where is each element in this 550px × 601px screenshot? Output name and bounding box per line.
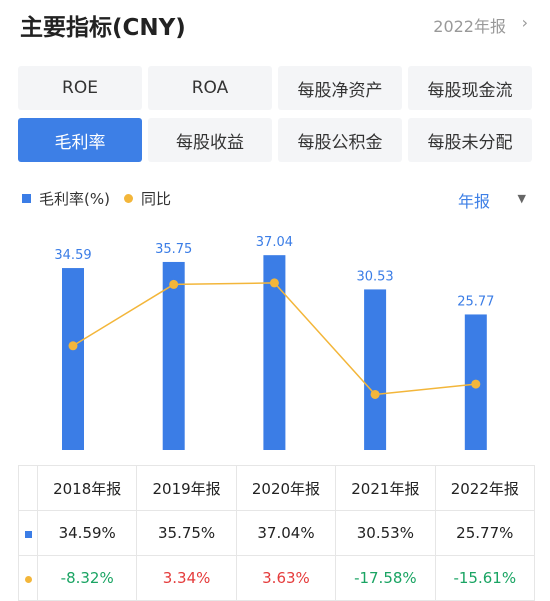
tab[interactable]: ROE: [18, 66, 142, 110]
row-icon: [24, 531, 32, 538]
table-cell: 3.34%: [136, 555, 237, 601]
table-cell: 30.53%: [335, 510, 436, 556]
legend: 毛利率(%) 同比: [22, 188, 171, 209]
legend-swatch: [123, 194, 133, 203]
bar-value-label: 34.59: [54, 248, 91, 263]
line-point: [269, 278, 279, 288]
bar-value-label: 30.53: [356, 269, 393, 284]
data-table: 2018年报 2019年报 2020年报 2021年报 2022年报 34.59% 35.7…: [18, 465, 536, 601]
line-point: [169, 279, 179, 289]
tab[interactable]: ROA: [148, 66, 272, 110]
table-cell: 35.75%: [136, 510, 237, 556]
bar: [162, 261, 185, 450]
table-header-cell: 2019年报: [136, 465, 237, 511]
tab[interactable]: 毛利率: [18, 118, 142, 162]
period-selector[interactable]: 2022年报: [433, 17, 506, 36]
bar-value-label: 35.75: [155, 242, 192, 257]
bar: [62, 268, 84, 450]
table-cell: [18, 465, 38, 511]
table-cell: 34.59%: [36, 510, 138, 556]
bar-value-label: 37.04: [256, 235, 293, 250]
line-point: [370, 389, 380, 399]
table-header-cell: 2022年报: [434, 465, 536, 511]
title: 主要指标(CNY): [20, 15, 186, 41]
table-header-cell: 2021年报: [335, 465, 436, 511]
tab[interactable]: 每股现金流: [408, 66, 532, 110]
dropdown-icon[interactable]: ▼: [517, 192, 526, 205]
line-point: [68, 341, 78, 351]
filter-dropdown[interactable]: 年报: [457, 192, 490, 211]
line-point: [471, 379, 481, 389]
tab[interactable]: 每股公积金: [278, 118, 402, 162]
table-cell: -17.58%: [335, 555, 436, 601]
chevron-icon[interactable]: ›: [521, 13, 528, 32]
row-icon: [24, 576, 32, 583]
table-row: 34.59% 35.75% 37.04% 30.53% 25.77%: [18, 510, 536, 556]
legend-swatch: [22, 194, 31, 203]
legend-label: 毛利率(%): [39, 190, 110, 208]
bar-value-label: 25.77: [457, 294, 494, 309]
bar: [364, 289, 387, 450]
table-cell: 3.63%: [235, 555, 337, 601]
table-header-cell: 2018年报: [36, 465, 138, 511]
table-cell: 37.04%: [235, 510, 337, 556]
table-header-row: 2018年报 2019年报 2020年报 2021年报 2022年报: [18, 465, 536, 511]
table-cell: -8.32%: [36, 555, 138, 601]
legend-label: 同比: [140, 190, 171, 208]
tab[interactable]: 每股净资产: [278, 66, 402, 110]
row-icon-cell: [18, 555, 38, 601]
row-icon-cell: [18, 510, 38, 556]
tab[interactable]: 每股未分配: [408, 118, 532, 162]
chart: 34.59 35.75 37.04 30.53 25.77: [54, 235, 494, 450]
table-row: -8.32% 3.34% 3.63% -17.58% -15.61%: [18, 555, 536, 601]
tab[interactable]: 每股收益: [148, 118, 272, 162]
table-cell: -15.61%: [434, 555, 536, 601]
table-header-cell: 2020年报: [235, 465, 337, 511]
table-cell: 25.77%: [434, 510, 536, 556]
bar: [263, 255, 286, 450]
